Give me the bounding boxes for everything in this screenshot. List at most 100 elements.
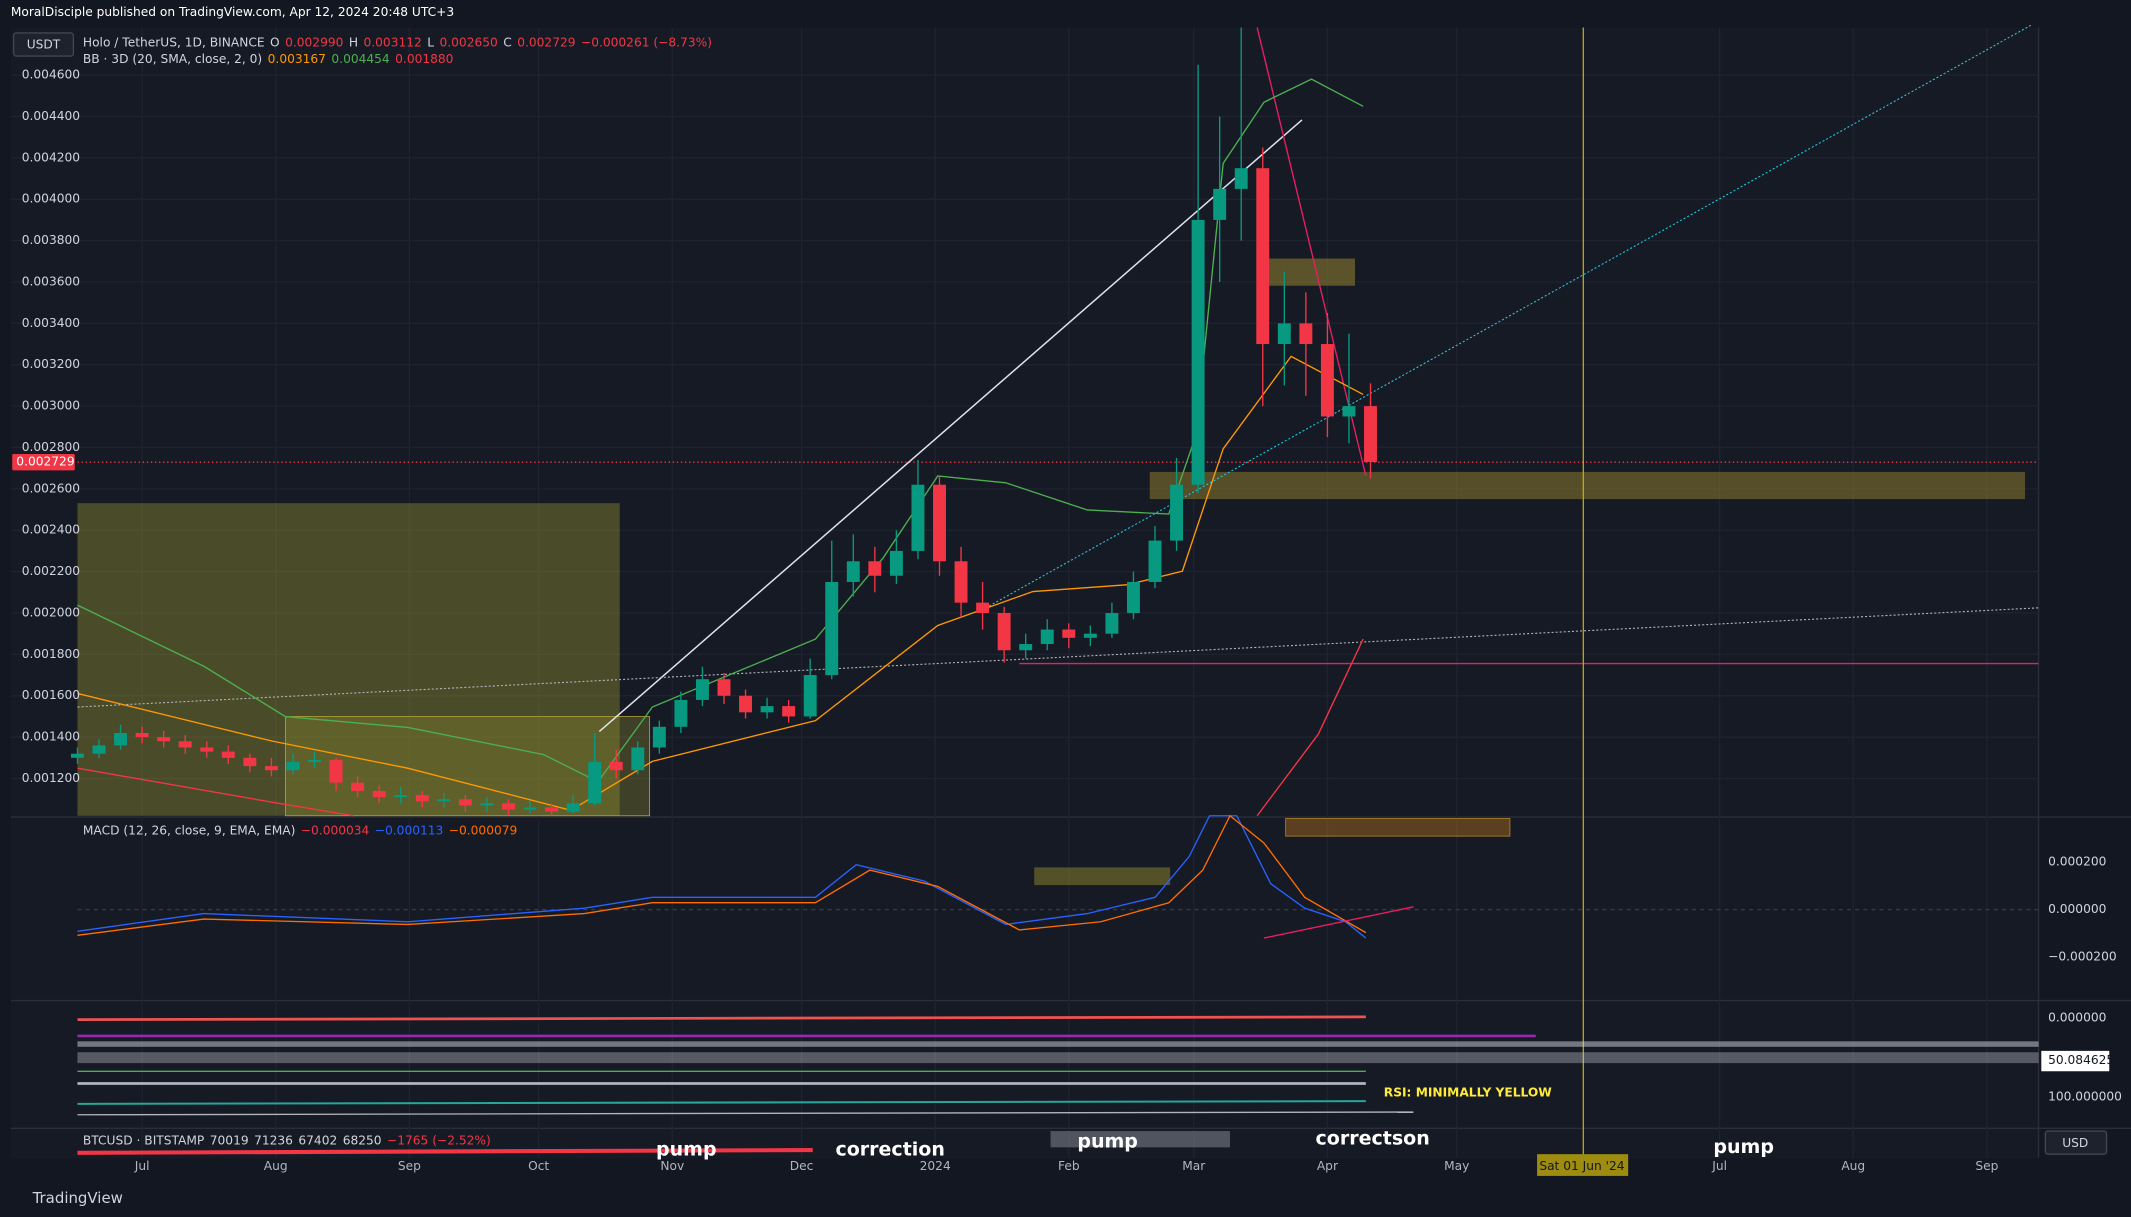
price-tag bbox=[12, 454, 75, 471]
candle-body bbox=[911, 484, 925, 551]
y-tick-label: 0.003600 bbox=[22, 274, 80, 288]
indicator-strip bbox=[77, 1111, 1414, 1116]
candle-body bbox=[114, 732, 128, 746]
candle-body bbox=[329, 759, 343, 783]
candle-body bbox=[545, 807, 559, 812]
zone bbox=[1034, 867, 1171, 886]
candle-body bbox=[652, 726, 666, 748]
candle-body bbox=[1256, 168, 1270, 345]
legend-item: 0.002990 bbox=[285, 35, 343, 49]
drawings bbox=[12, 24, 2110, 1176]
bb-basis bbox=[77, 355, 1364, 812]
candle-body bbox=[1364, 406, 1377, 462]
indicator-strip bbox=[77, 1015, 1366, 1021]
legend-item: −0.000034 bbox=[301, 823, 370, 837]
macd-line bbox=[77, 815, 1367, 939]
candle-body bbox=[1040, 629, 1054, 645]
candle-body bbox=[1083, 633, 1097, 638]
candle-body bbox=[609, 761, 623, 771]
y-tick-label: 0.001600 bbox=[22, 688, 80, 702]
legend-item: BTCUSD · BITSTAMP bbox=[83, 1133, 204, 1147]
y-tick-label: 0.002800 bbox=[22, 440, 80, 454]
y-tick-label: 0.003400 bbox=[22, 316, 80, 330]
y-tick-label: 0.001200 bbox=[22, 771, 80, 785]
candle-body bbox=[631, 747, 645, 771]
annotation: pump bbox=[1713, 1136, 1774, 1158]
candle-body bbox=[1299, 323, 1313, 345]
candle-body bbox=[372, 790, 386, 798]
trend-line bbox=[1256, 27, 1367, 477]
candle-body bbox=[1062, 629, 1076, 638]
candle-body bbox=[1170, 484, 1184, 541]
btc-line bbox=[77, 1148, 813, 1155]
candle-body bbox=[695, 679, 709, 700]
candle-body bbox=[782, 706, 796, 717]
candle-body bbox=[286, 761, 300, 771]
candle-body bbox=[1019, 644, 1033, 651]
legend-item: Holo / TetherUS, 1D, BINANCE bbox=[83, 35, 265, 49]
candle-body bbox=[976, 602, 990, 614]
candle-body bbox=[933, 484, 946, 562]
signal-line bbox=[77, 814, 1367, 937]
candle-body bbox=[351, 782, 365, 791]
legend: BTCUSD · BITSTAMP 70019 71236 67402 68250 −17… bbox=[83, 1133, 491, 1147]
annotation: pump bbox=[656, 1139, 717, 1161]
x-tick-label: Sep bbox=[398, 1159, 421, 1173]
candle-body bbox=[437, 799, 451, 802]
candle-body bbox=[997, 613, 1011, 651]
pane-label: 50.084625 bbox=[2048, 1053, 2114, 1067]
candle-body bbox=[157, 737, 171, 742]
candles bbox=[71, 27, 1377, 816]
legend-item: L bbox=[427, 35, 434, 49]
x-tick-label: Dec bbox=[790, 1159, 814, 1173]
candle-body bbox=[1277, 323, 1291, 345]
legend-item: MACD (12, 26, close, 9, EMA, EMA) bbox=[83, 823, 295, 837]
legend-item: 67402 bbox=[298, 1133, 337, 1147]
y-tick-label: 0.004200 bbox=[22, 150, 80, 164]
candle-body bbox=[1320, 344, 1334, 417]
annotation: correctson bbox=[1316, 1128, 1430, 1150]
trend-line bbox=[1263, 906, 1414, 939]
legend-item: BB · 3D (20, SMA, close, 2, 0) bbox=[83, 51, 262, 65]
legend-item: 68250 bbox=[343, 1133, 382, 1147]
candle-body bbox=[889, 550, 903, 576]
indicator-strip bbox=[77, 1052, 2039, 1064]
candle-body bbox=[415, 795, 429, 802]
annotation: RSI: MINIMALLY YELLOW bbox=[1384, 1086, 1552, 1100]
y-tick-label: 0.004600 bbox=[22, 68, 80, 82]
candle-body bbox=[739, 695, 753, 713]
candle-body bbox=[523, 807, 537, 810]
legend-item: 0.003167 bbox=[268, 51, 326, 65]
x-tick-label: Feb bbox=[1058, 1159, 1080, 1173]
candle-body bbox=[760, 706, 774, 713]
pane-label: 0.000000 bbox=[2048, 1011, 2106, 1025]
candle-body bbox=[1213, 188, 1227, 220]
x-tick-label: Aug bbox=[264, 1159, 288, 1173]
x-tick-label: Sep bbox=[1975, 1159, 1998, 1173]
legend: MACD (12, 26, close, 9, EMA, EMA) −0.0000… bbox=[83, 823, 517, 837]
y-tick-label: 0.002200 bbox=[22, 564, 80, 578]
candle-body bbox=[1126, 581, 1140, 614]
y-tick-label: 0.003000 bbox=[22, 399, 80, 413]
zone bbox=[77, 503, 620, 816]
candle-body bbox=[803, 675, 817, 717]
candle-body bbox=[674, 699, 688, 727]
pane-label: 100.000000 bbox=[2048, 1090, 2122, 1104]
macd-tick-label: 0.000000 bbox=[2048, 902, 2106, 916]
y-tick-label: 0.002000 bbox=[22, 606, 80, 620]
macd-tick-label: −0.000200 bbox=[2048, 950, 2117, 964]
x-tick-label: Nov bbox=[660, 1159, 684, 1173]
currency-label: USDT bbox=[27, 38, 61, 52]
macd-tick-label: 0.000200 bbox=[2048, 854, 2106, 868]
legend-item: 0.001880 bbox=[395, 51, 453, 65]
candle-body bbox=[717, 679, 731, 696]
bb-lower bbox=[77, 767, 354, 817]
candle-body bbox=[221, 751, 235, 758]
currency-button[interactable] bbox=[12, 32, 75, 57]
currency-button[interactable] bbox=[2044, 1130, 2108, 1155]
candle-body bbox=[243, 757, 257, 767]
candle-body bbox=[1105, 613, 1119, 634]
labels: MoralDisciple published on TradingView.c… bbox=[11, 5, 2122, 1207]
legend-item: −1765 (−2.52%) bbox=[387, 1133, 491, 1147]
